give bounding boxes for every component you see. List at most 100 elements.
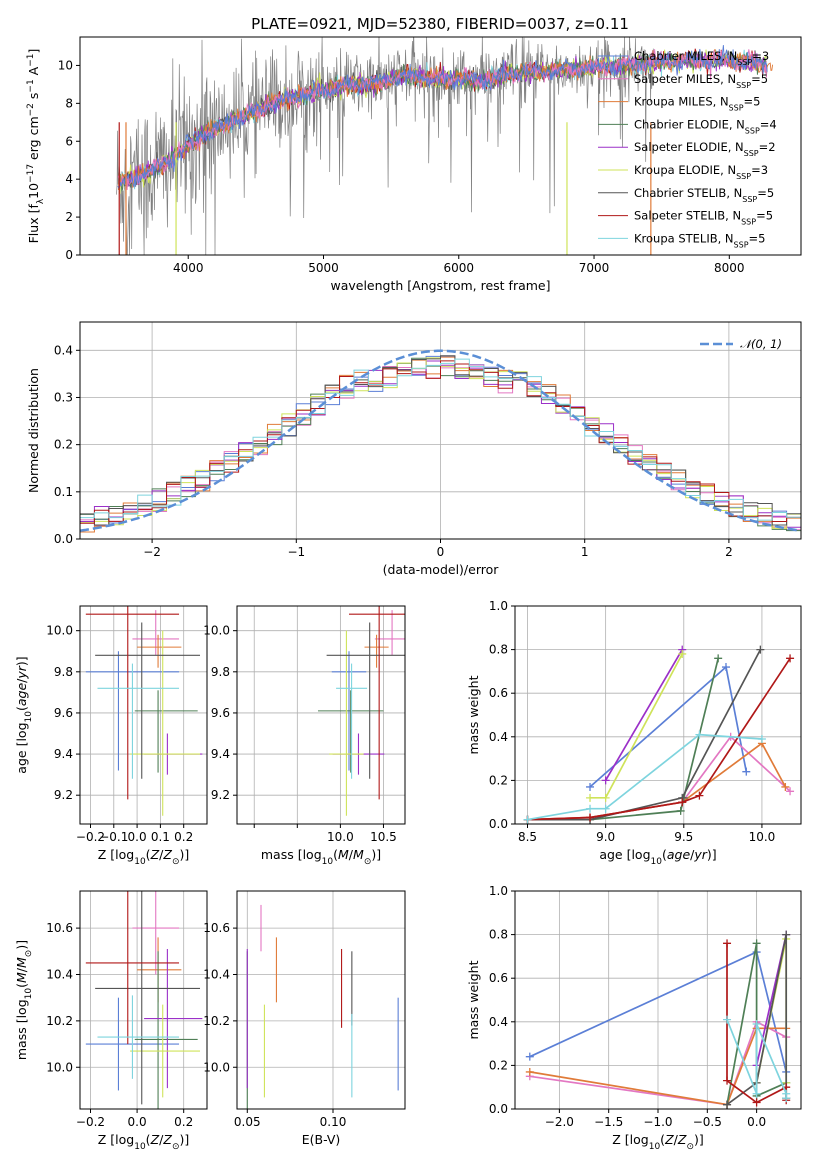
y-tick-label: 10.0	[46, 1060, 73, 1074]
y-tick-label: 10.4	[46, 967, 73, 981]
y-tick-label: 9.8	[211, 665, 230, 679]
data-point	[786, 787, 795, 796]
series-line	[589, 665, 748, 788]
grid-residuals	[80, 322, 801, 539]
plot-area-weight-vs-age	[515, 606, 801, 824]
grid-mass-vs-Z	[80, 891, 207, 1109]
data-point	[678, 798, 687, 807]
grid-weight-vs-age	[515, 606, 801, 824]
legend-entry: Chabrier STELIB, NSSP=5	[634, 186, 774, 204]
y-axis-label: mass weight	[466, 960, 481, 1039]
plot-area-mass-vs-Z	[80, 891, 207, 1109]
y-axis-label: Flux [fλ10−17 erg cm−2 s−1 A−1]	[26, 49, 46, 244]
data-point	[782, 930, 791, 939]
plot-area-age-vs-Z	[80, 606, 207, 824]
histogram-kroupa-stelib	[80, 358, 801, 521]
plot-area-age-vs-mass	[237, 606, 405, 824]
data-point	[752, 1089, 761, 1098]
y-tick-label: 0.0	[489, 1102, 508, 1116]
y-tick-label: 0.4	[489, 730, 508, 744]
grid-age-vs-Z	[80, 606, 207, 824]
x-tick-label: 10.0	[749, 830, 776, 844]
data-point	[752, 1019, 761, 1028]
x-tick-label: −0.2	[76, 830, 105, 844]
axes-frame	[514, 890, 802, 1110]
y-tick-label: 9.4	[54, 747, 73, 761]
x-axis-label: Z [log10(Z/Z⊙)]	[612, 1132, 704, 1152]
legend-entry: Salpeter STELIB, NSSP=5	[634, 209, 773, 227]
legend-entry: 𝒩(0, 1)	[740, 337, 782, 351]
data-point	[723, 1100, 732, 1109]
y-tick-label: 0	[65, 248, 73, 262]
errorbar-kroupa-stelib	[97, 663, 180, 779]
grid-age-vs-mass	[237, 606, 405, 824]
series-line	[590, 653, 683, 799]
y-tick-label: 10.0	[203, 624, 230, 638]
x-tick-label: 0.0	[128, 1115, 147, 1129]
data-point	[601, 776, 610, 785]
y-tick-label: 0.6	[489, 686, 508, 700]
y-tick-label: 10.0	[46, 624, 73, 638]
x-tick-label: 0.10	[320, 1115, 347, 1129]
y-tick-label: 10.4	[203, 967, 230, 981]
series-kroupa-elodie	[586, 649, 687, 802]
errorbar-salpeter-stelib	[349, 606, 405, 800]
y-tick-label: 9.6	[54, 706, 73, 720]
y-tick-label: 4	[65, 172, 73, 186]
legend-entry: Kroupa ELODIE, NSSP=3	[634, 163, 768, 181]
data-point	[678, 649, 687, 658]
axes-frame	[236, 890, 406, 1110]
x-tick-label: 10.5	[370, 830, 397, 844]
errorbar-salpeter-stelib	[85, 606, 180, 800]
series-salpeter-elodie	[601, 645, 687, 785]
y-tick-label: 10.6	[203, 921, 230, 935]
errorbar-chabrier-stelib	[95, 891, 201, 1105]
x-tick-label: 7000	[579, 261, 610, 275]
legend-entry: Salpeter MILES, NSSP=5	[634, 72, 768, 90]
y-axis-label: age [log10(age/yr)]	[14, 656, 34, 773]
series-line	[726, 934, 788, 1106]
errorbar-chabrier-elodie	[317, 690, 384, 773]
x-tick-label: −2.0	[545, 1115, 574, 1129]
x-tick-label: −0.1	[99, 830, 128, 844]
x-tick-label: 0	[437, 545, 445, 559]
y-tick-label: 0.0	[489, 817, 508, 831]
x-tick-label: −0.2	[76, 1115, 105, 1129]
y-tick-label: 10.2	[203, 1014, 230, 1028]
data-point	[586, 782, 595, 791]
y-tick-label: 0.3	[54, 390, 73, 404]
series-line	[529, 1027, 787, 1106]
x-tick-label: 9.5	[674, 830, 693, 844]
y-tick-label: 1.0	[489, 599, 508, 613]
series-line	[527, 649, 762, 821]
data-point	[757, 734, 766, 743]
y-tick-label: 1.0	[489, 884, 508, 898]
y-tick-label: 8	[65, 96, 73, 110]
x-tick-label: −1.5	[594, 1115, 623, 1129]
y-tick-label: 9.2	[211, 788, 230, 802]
panel-weight-vs-Z: −2.0 −1.5 −1.0 −0.5 0.0 0.0 0.2 0.4 0.6 0.8 1.0 Z […	[466, 884, 802, 1152]
data-point	[756, 645, 765, 654]
series-kroupa-miles	[523, 739, 790, 824]
data-point	[752, 1098, 761, 1107]
legend-entry: Kroupa STELIB, NSSP=5	[634, 231, 765, 249]
panel-weight-vs-age: 8.5 9.0 9.5 10.0 0.0 0.2 0.4 0.6 0.8 1.0 age [log1…	[466, 599, 802, 867]
x-axis-label: Z [log10(Z/Z⊙)]	[98, 1132, 190, 1152]
y-tick-label: 10.6	[46, 921, 73, 935]
errorbar-kroupa-stelib	[97, 995, 180, 1079]
x-tick-label: −1.0	[643, 1115, 672, 1129]
errorbar-salpeter-miles	[132, 610, 180, 656]
series-line	[527, 735, 791, 821]
y-axis-label: mass [log10(M/M⊙)]	[14, 940, 34, 1060]
errorbar-kroupa-elodie	[329, 630, 364, 816]
panel-age-vs-Z: −0.2−0.1 0.0 0.1 0.2 9.2 9.4 9.6 9.8 10.0 Z [log1…	[14, 605, 208, 867]
histogram-salpeter-stelib	[80, 360, 801, 524]
data-point	[676, 806, 685, 815]
axes-frame	[236, 605, 406, 825]
axes-frame	[79, 890, 208, 1110]
y-axis-label: Normed distribution	[26, 368, 41, 493]
x-tick-label: 0.2	[174, 1115, 193, 1129]
x-tick-label: 5000	[308, 261, 339, 275]
legend: Chabrier MILES, NSSP=3 Salpeter MILES, NS…	[598, 49, 777, 249]
